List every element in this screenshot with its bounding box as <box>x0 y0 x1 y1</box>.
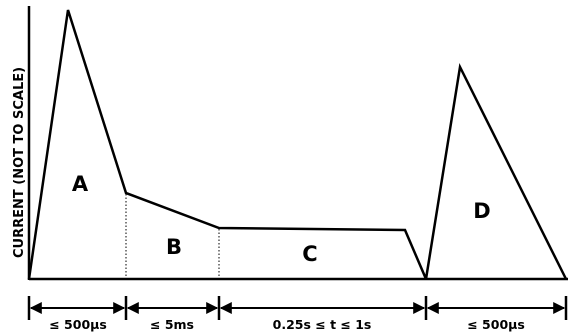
waveform-abc <box>27 9 428 280</box>
duration-label-d: ≤ 500µs <box>467 317 525 332</box>
y-axis-label: CURRENT (NOT TO SCALE) <box>12 67 27 258</box>
duration-label-b: ≤ 5ms <box>150 317 194 332</box>
duration-label-c: 0.25s ≤ t ≤ 1s <box>273 317 372 332</box>
waveform-d <box>424 62 568 280</box>
region-label-c: C <box>302 242 317 266</box>
region-label-b: B <box>166 235 182 259</box>
region-label-d: D <box>473 199 490 223</box>
duration-label-a: ≤ 500µs <box>49 317 107 332</box>
region-label-a: A <box>72 172 89 196</box>
